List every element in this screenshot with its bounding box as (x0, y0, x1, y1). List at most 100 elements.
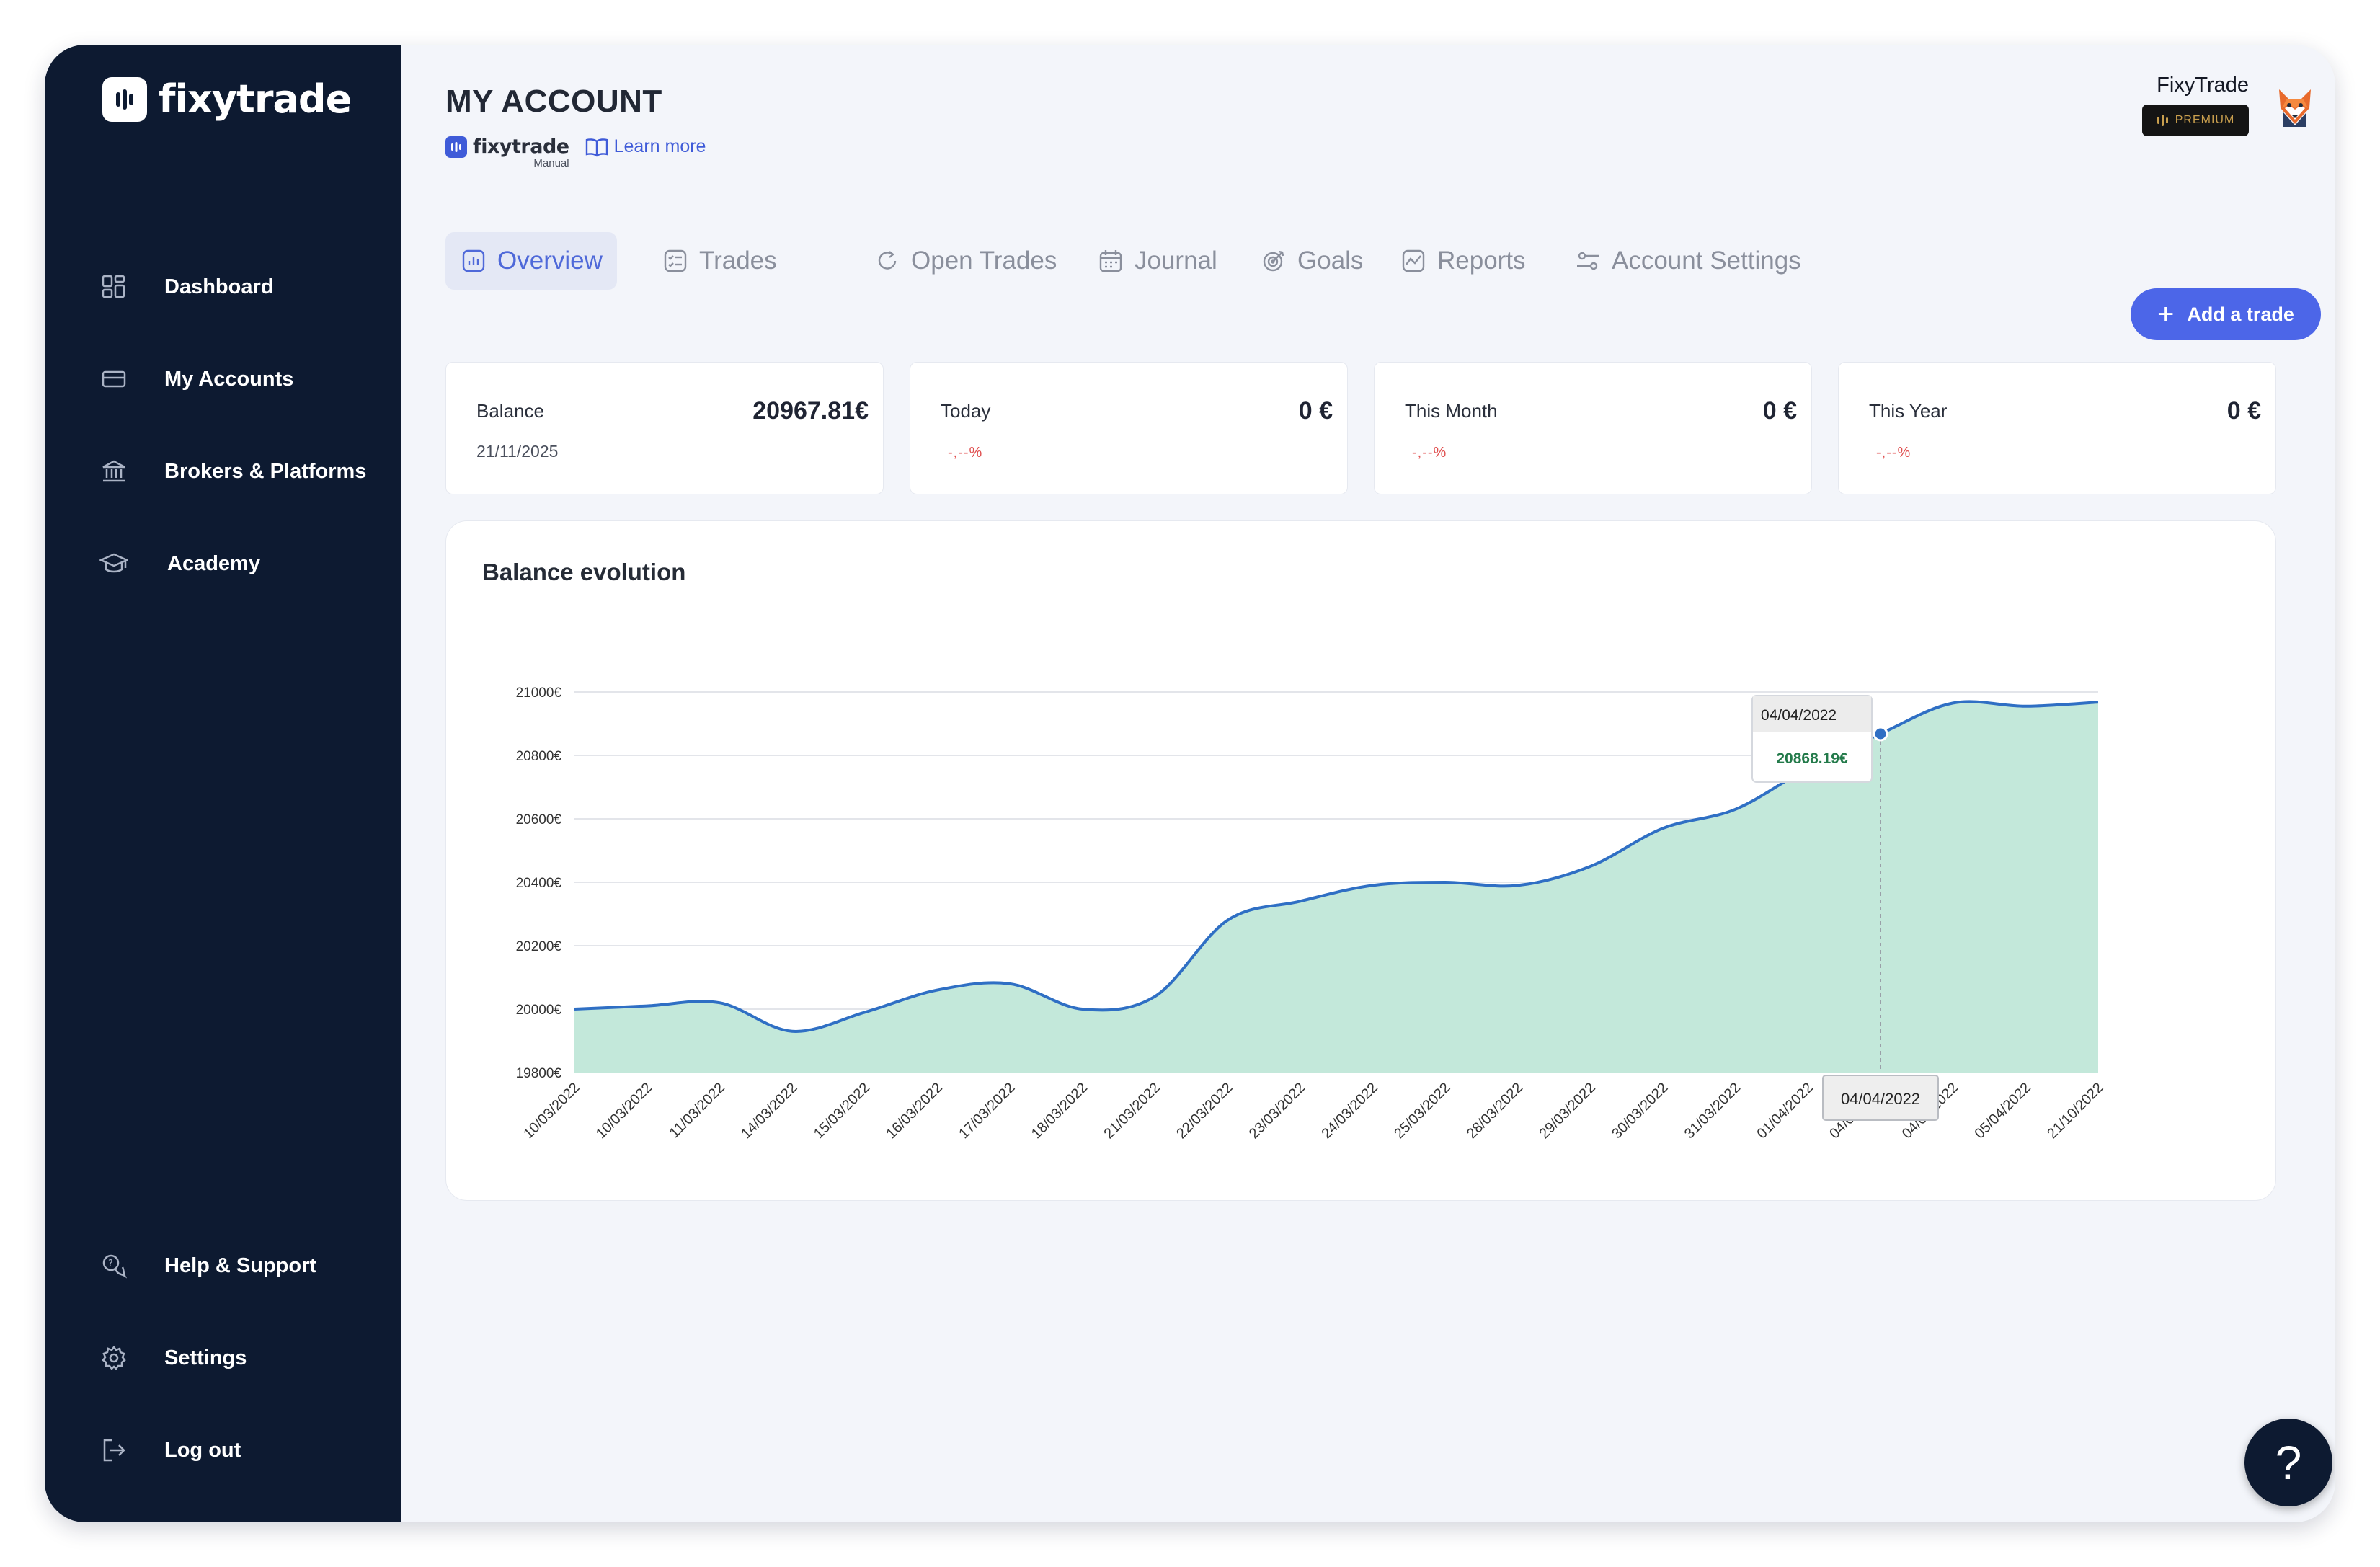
tab-label: Reports (1437, 247, 1526, 275)
y-tick-label: 21000€ (516, 685, 562, 701)
x-tick-label: 10/03/2022 (520, 1080, 582, 1142)
x-tick-label: 17/03/2022 (956, 1080, 1018, 1142)
x-tick-label: 30/03/2022 (1609, 1080, 1671, 1142)
fixytrade-mark-icon (445, 136, 467, 158)
tooltip-value: 20868.19€ (1776, 750, 1848, 767)
x-tick-label: 29/03/2022 (1537, 1080, 1599, 1142)
y-tick-label: 20000€ (516, 1003, 562, 1018)
sidebar-item-settings[interactable]: Settings (45, 1329, 401, 1387)
x-tick-label: 18/03/2022 (1029, 1080, 1091, 1142)
x-tick-label: 23/03/2022 (1246, 1080, 1308, 1142)
x-tick-label: 05/04/2022 (1972, 1080, 2034, 1142)
account-brand-row: fixytrade Manual Learn more (445, 136, 706, 169)
x-tick-label: 10/03/2022 (593, 1080, 655, 1142)
sidebar-item-label: Academy (167, 551, 260, 575)
tooltip-header (1753, 696, 1871, 732)
tab-reports[interactable]: Reports (1400, 232, 1526, 290)
avatar[interactable] (2272, 84, 2318, 130)
fox-avatar-icon (2279, 89, 2311, 127)
add-trade-label: Add a trade (2187, 303, 2294, 325)
balance-chart[interactable]: 21000€ 20800€ 20600€ 20400€ 20200€ 20000€ 1980… (446, 521, 2277, 1202)
tooltip-date: 04/04/2022 (1761, 707, 1837, 724)
tab-label: Trades (699, 247, 777, 275)
user-block[interactable]: FixyTrade PREMIUM (2142, 74, 2249, 136)
card-icon (99, 365, 128, 394)
account-brand-name: fixytrade (473, 136, 569, 158)
main-content: MY ACCOUNT fixytrade Manual Learn more (401, 45, 2335, 1522)
tab-label: Open Trades (911, 247, 1057, 275)
x-tick-label: 31/03/2022 (1682, 1080, 1744, 1142)
account-brand: fixytrade Manual (473, 136, 569, 169)
tab-goals[interactable]: Goals (1260, 232, 1363, 290)
sliders-icon (1574, 247, 1602, 275)
sidebar-item-label: Log out (164, 1438, 241, 1462)
stat-label: Balance (476, 400, 544, 422)
x-tick-label: 28/03/2022 (1464, 1080, 1526, 1142)
x-tick-label: 16/03/2022 (884, 1080, 946, 1142)
tab-label: Journal (1135, 247, 1217, 275)
x-tick-label: 14/03/2022 (738, 1080, 800, 1142)
tab-label: Goals (1297, 247, 1364, 275)
tab-overview[interactable]: Overview (445, 232, 617, 290)
sidebar-item-log-out[interactable]: Log out (45, 1421, 401, 1479)
tab-account-settings[interactable]: Account Settings (1574, 232, 1801, 290)
y-tick-label: 20200€ (516, 939, 562, 954)
sidebar-item-help-support[interactable]: ? Help & Support (45, 1237, 401, 1295)
stat-label: This Year (1869, 400, 1948, 422)
graduation-cap-icon (99, 549, 128, 578)
chart-title: Balance evolution (482, 559, 686, 585)
stat-value: 0 € (1762, 397, 1797, 425)
x-tick-label: 15/03/2022 (811, 1080, 873, 1142)
today-card: Today 0 € -,--% (910, 362, 1348, 494)
learn-more-label: Learn more (613, 136, 706, 156)
x-hover-label-box (1822, 1075, 1939, 1121)
area-fill (574, 701, 2098, 1073)
target-icon (1260, 247, 1287, 275)
tab-label: Overview (497, 247, 603, 275)
sidebar-item-academy[interactable]: Academy (45, 535, 401, 592)
logout-icon (99, 1436, 128, 1465)
sidebar-item-label: My Accounts (164, 367, 294, 391)
sidebar-item-my-accounts[interactable]: My Accounts (45, 350, 401, 408)
premium-badge-label: PREMIUM (2175, 114, 2235, 126)
stat-date: 21/11/2025 (476, 442, 559, 461)
balance-card: Balance 20967.81€ 21/11/2025 (445, 362, 884, 494)
y-tick-label: 20400€ (516, 876, 562, 891)
plus-icon: + (2157, 298, 2175, 330)
checklist-icon (662, 247, 689, 275)
this-month-card: This Month 0 € -,--% (1374, 362, 1812, 494)
logo-mark-icon (102, 76, 147, 122)
learn-more-link[interactable]: Learn more (585, 136, 706, 157)
sidebar-item-label: Help & Support (164, 1253, 317, 1277)
stat-change: -,--% (1876, 445, 1911, 461)
grid-icon (99, 272, 128, 301)
sidebar-item-dashboard[interactable]: Dashboard (45, 258, 401, 316)
y-tick-label: 20600€ (516, 812, 562, 827)
account-type: Manual (533, 157, 569, 169)
help-chat-icon: ? (99, 1251, 128, 1280)
tab-journal[interactable]: Journal (1097, 232, 1217, 290)
brand-name: fixytrade (159, 76, 352, 122)
stat-change: -,--% (948, 445, 983, 461)
balance-evolution-card: Balance evolution 21000€ 20800€ 20600€ 2040… (445, 520, 2276, 1201)
bank-icon (99, 457, 128, 486)
stat-value: 0 € (1298, 397, 1333, 425)
sidebar-item-label: Settings (164, 1346, 247, 1370)
x-tick-label: 21/03/2022 (1101, 1080, 1163, 1142)
chart-icon (460, 247, 487, 275)
page-title: MY ACCOUNT (445, 84, 662, 119)
x-hover-label: 04/04/2022 (1841, 1090, 1920, 1108)
help-floating-button[interactable]: ? (2244, 1419, 2332, 1506)
refresh-icon (874, 247, 901, 275)
brand-logo[interactable]: fixytrade (102, 76, 352, 122)
add-trade-button[interactable]: + Add a trade (2131, 288, 2321, 340)
book-icon (585, 138, 608, 156)
sidebar-item-label: Brokers & Platforms (164, 459, 367, 483)
x-tick-label: 01/04/2022 (1754, 1080, 1816, 1142)
tab-trades[interactable]: Trades (662, 232, 777, 290)
calendar-icon (1097, 247, 1124, 275)
premium-badge: PREMIUM (2142, 105, 2249, 136)
tab-open-trades[interactable]: Open Trades (874, 232, 1057, 290)
sidebar-item-brokers-platforms[interactable]: Brokers & Platforms (45, 443, 401, 500)
tab-label: Account Settings (1612, 247, 1801, 275)
